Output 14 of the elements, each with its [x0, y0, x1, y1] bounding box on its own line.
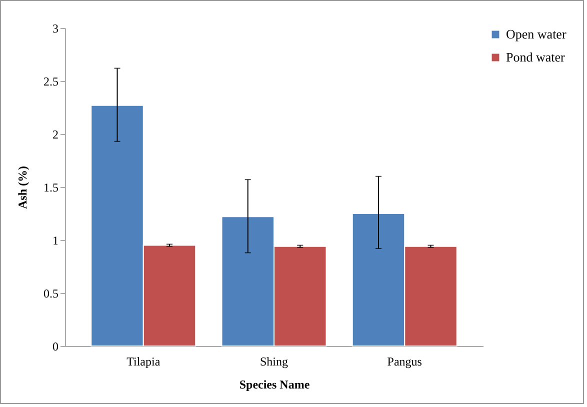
- y-tick-label: 0.5: [44, 286, 58, 300]
- x-tick-label: Pangus: [387, 354, 422, 368]
- legend-label: Pond water: [506, 50, 566, 64]
- x-axis-title: Species Name: [239, 378, 310, 392]
- y-tick-label: 1.5: [44, 180, 58, 194]
- y-tick-label: 2.5: [44, 74, 58, 88]
- legend-label: Open water: [506, 26, 567, 42]
- y-tick-label: 2: [52, 128, 58, 142]
- x-tick-label: Shing: [260, 354, 288, 368]
- x-tick-label: Tilapia: [126, 354, 161, 368]
- y-tick-label: 3: [52, 22, 58, 36]
- y-tick-label: 0: [52, 340, 58, 354]
- y-tick-label: 1: [52, 234, 58, 248]
- y-axis-title: Ash (%): [16, 166, 30, 210]
